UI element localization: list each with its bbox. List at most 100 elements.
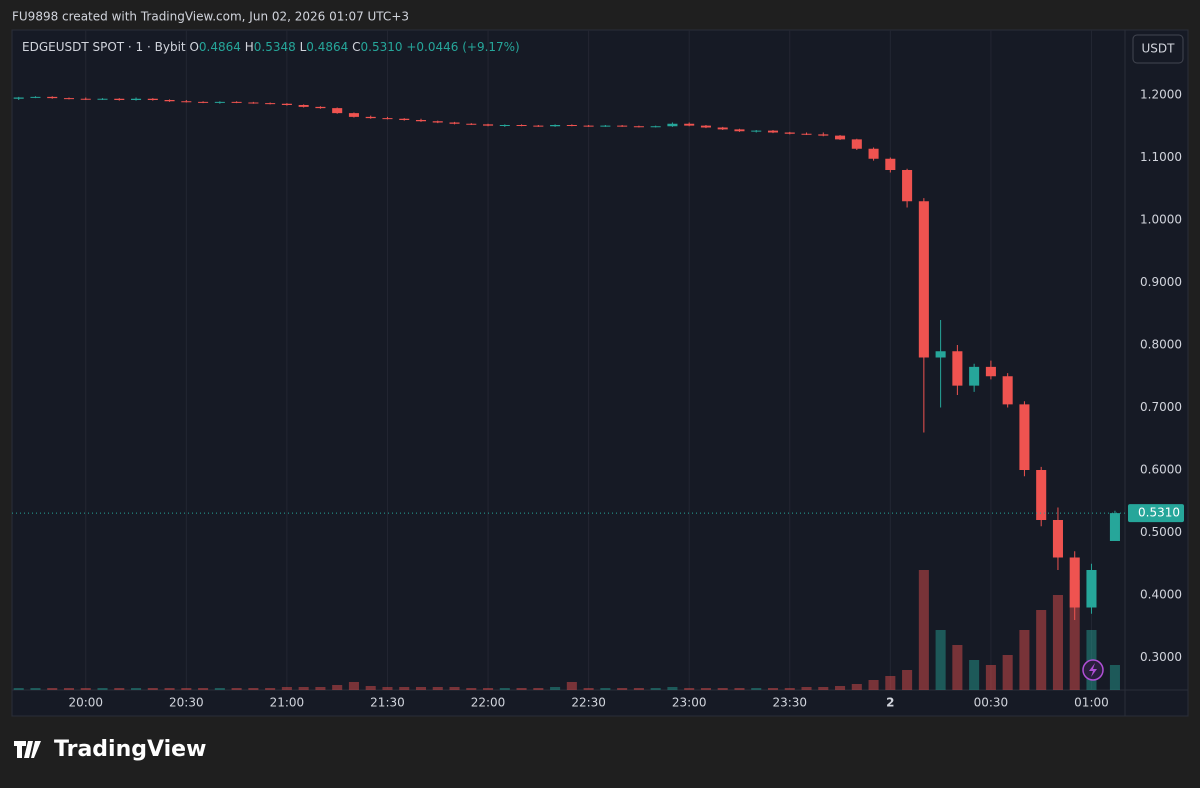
candle-body bbox=[633, 126, 644, 128]
x-tick-label: 23:00 bbox=[672, 696, 707, 710]
volume-bar bbox=[952, 645, 963, 690]
volume-bar bbox=[97, 688, 108, 690]
close-label: C bbox=[352, 40, 360, 54]
candle-body bbox=[449, 122, 460, 124]
volume-bar bbox=[650, 688, 661, 690]
candle-body bbox=[281, 103, 292, 105]
volume-bar bbox=[466, 688, 477, 690]
volume-bar bbox=[47, 688, 58, 690]
volume-bar bbox=[1002, 655, 1013, 690]
volume-bar bbox=[633, 688, 644, 690]
volume-bar bbox=[1019, 630, 1030, 690]
volume-bar bbox=[550, 687, 561, 690]
last-price-box bbox=[1128, 504, 1184, 523]
candle-body bbox=[985, 366, 996, 377]
volume-bar bbox=[902, 670, 913, 690]
low: 0.4864 bbox=[306, 40, 348, 54]
volume-bar bbox=[315, 687, 326, 690]
y-tick-label: 0.6000 bbox=[1140, 463, 1182, 477]
volume-bar bbox=[600, 688, 611, 690]
candle-body bbox=[851, 139, 862, 149]
volume-bar bbox=[617, 688, 628, 690]
open-label: O bbox=[189, 40, 198, 54]
volume-bar bbox=[667, 687, 678, 690]
volume-bar bbox=[13, 688, 24, 690]
volume-bar bbox=[432, 687, 443, 690]
volume-bar bbox=[415, 687, 427, 690]
y-tick-label: 0.3000 bbox=[1140, 650, 1182, 664]
volume-bar bbox=[198, 688, 209, 690]
candle-body bbox=[617, 125, 628, 127]
volume-bar bbox=[818, 687, 829, 690]
volume-bar bbox=[164, 688, 175, 690]
volume-bar bbox=[700, 688, 711, 690]
y-tick-label: 0.8000 bbox=[1140, 338, 1182, 352]
candle-body bbox=[667, 123, 678, 127]
currency-button-label[interactable]: USDT bbox=[1142, 42, 1176, 56]
candle-body bbox=[198, 101, 209, 103]
candle-body bbox=[181, 101, 192, 103]
candle-body bbox=[466, 123, 477, 125]
brand-logo bbox=[14, 741, 41, 758]
volume-bar bbox=[734, 688, 745, 690]
candle-body bbox=[365, 116, 376, 119]
candle-body bbox=[114, 98, 125, 100]
candle-body bbox=[868, 148, 879, 159]
marks bbox=[12, 96, 1125, 690]
x-tick-label: 21:30 bbox=[370, 696, 405, 710]
candle-body bbox=[1109, 513, 1120, 541]
volume-bar bbox=[80, 688, 91, 690]
candle-body bbox=[1086, 570, 1097, 608]
volume-bar bbox=[483, 688, 494, 690]
volume-bar bbox=[265, 688, 276, 690]
candle-body bbox=[935, 351, 946, 358]
candle-body bbox=[80, 98, 91, 100]
candle-body bbox=[382, 118, 393, 120]
y-tick-label: 0.7000 bbox=[1140, 400, 1182, 414]
candle-body bbox=[885, 158, 896, 170]
candle-body bbox=[499, 125, 510, 126]
x-tick-label: 01:00 bbox=[1074, 696, 1109, 710]
candle-body bbox=[734, 129, 745, 132]
legend: EDGEUSDT SPOT · 1 · Bybit O0.4864 H0.534… bbox=[22, 40, 520, 54]
brand: TradingView bbox=[54, 737, 206, 762]
credit: FU9898 created with TradingView.com, Jun… bbox=[12, 10, 409, 24]
volume-bar bbox=[885, 676, 896, 690]
open: 0.4864 bbox=[199, 40, 241, 54]
volume-bar bbox=[181, 688, 192, 690]
volume-bar bbox=[969, 660, 980, 690]
candle-body bbox=[30, 96, 41, 98]
x-tick-label: 00:30 bbox=[974, 696, 1009, 710]
volume-bar bbox=[499, 688, 510, 690]
candle-body bbox=[600, 125, 611, 127]
candle-body bbox=[784, 132, 795, 134]
x-tick-label: 21:00 bbox=[270, 696, 305, 710]
change: +0.0446 (+9.17%) bbox=[406, 40, 519, 54]
candle-body bbox=[969, 366, 980, 386]
candle-body bbox=[1036, 470, 1047, 520]
candle-body bbox=[47, 96, 58, 99]
candle-body bbox=[147, 98, 158, 100]
candle-body bbox=[332, 108, 343, 114]
candle-body bbox=[315, 106, 326, 109]
candle-body bbox=[131, 98, 142, 100]
candle-body bbox=[650, 126, 661, 128]
x-tick-label: 20:00 bbox=[68, 696, 103, 710]
y-tick-label: 0.5000 bbox=[1140, 525, 1182, 539]
candle-body bbox=[550, 125, 561, 127]
x-tick-label: 2 bbox=[886, 696, 894, 710]
currency-button[interactable] bbox=[1132, 34, 1184, 64]
candle-body bbox=[415, 120, 427, 122]
y-tick-label: 0.9000 bbox=[1140, 275, 1182, 289]
volume-bar bbox=[248, 688, 259, 690]
candle-body bbox=[248, 102, 259, 104]
volume-bar bbox=[935, 630, 946, 690]
volume-bar bbox=[131, 688, 142, 690]
candle-body bbox=[97, 98, 108, 100]
candle-body bbox=[717, 127, 728, 130]
volume-bar bbox=[382, 687, 393, 690]
candle-body bbox=[566, 125, 577, 126]
volume-bar bbox=[985, 665, 996, 690]
candle-body bbox=[801, 133, 812, 135]
